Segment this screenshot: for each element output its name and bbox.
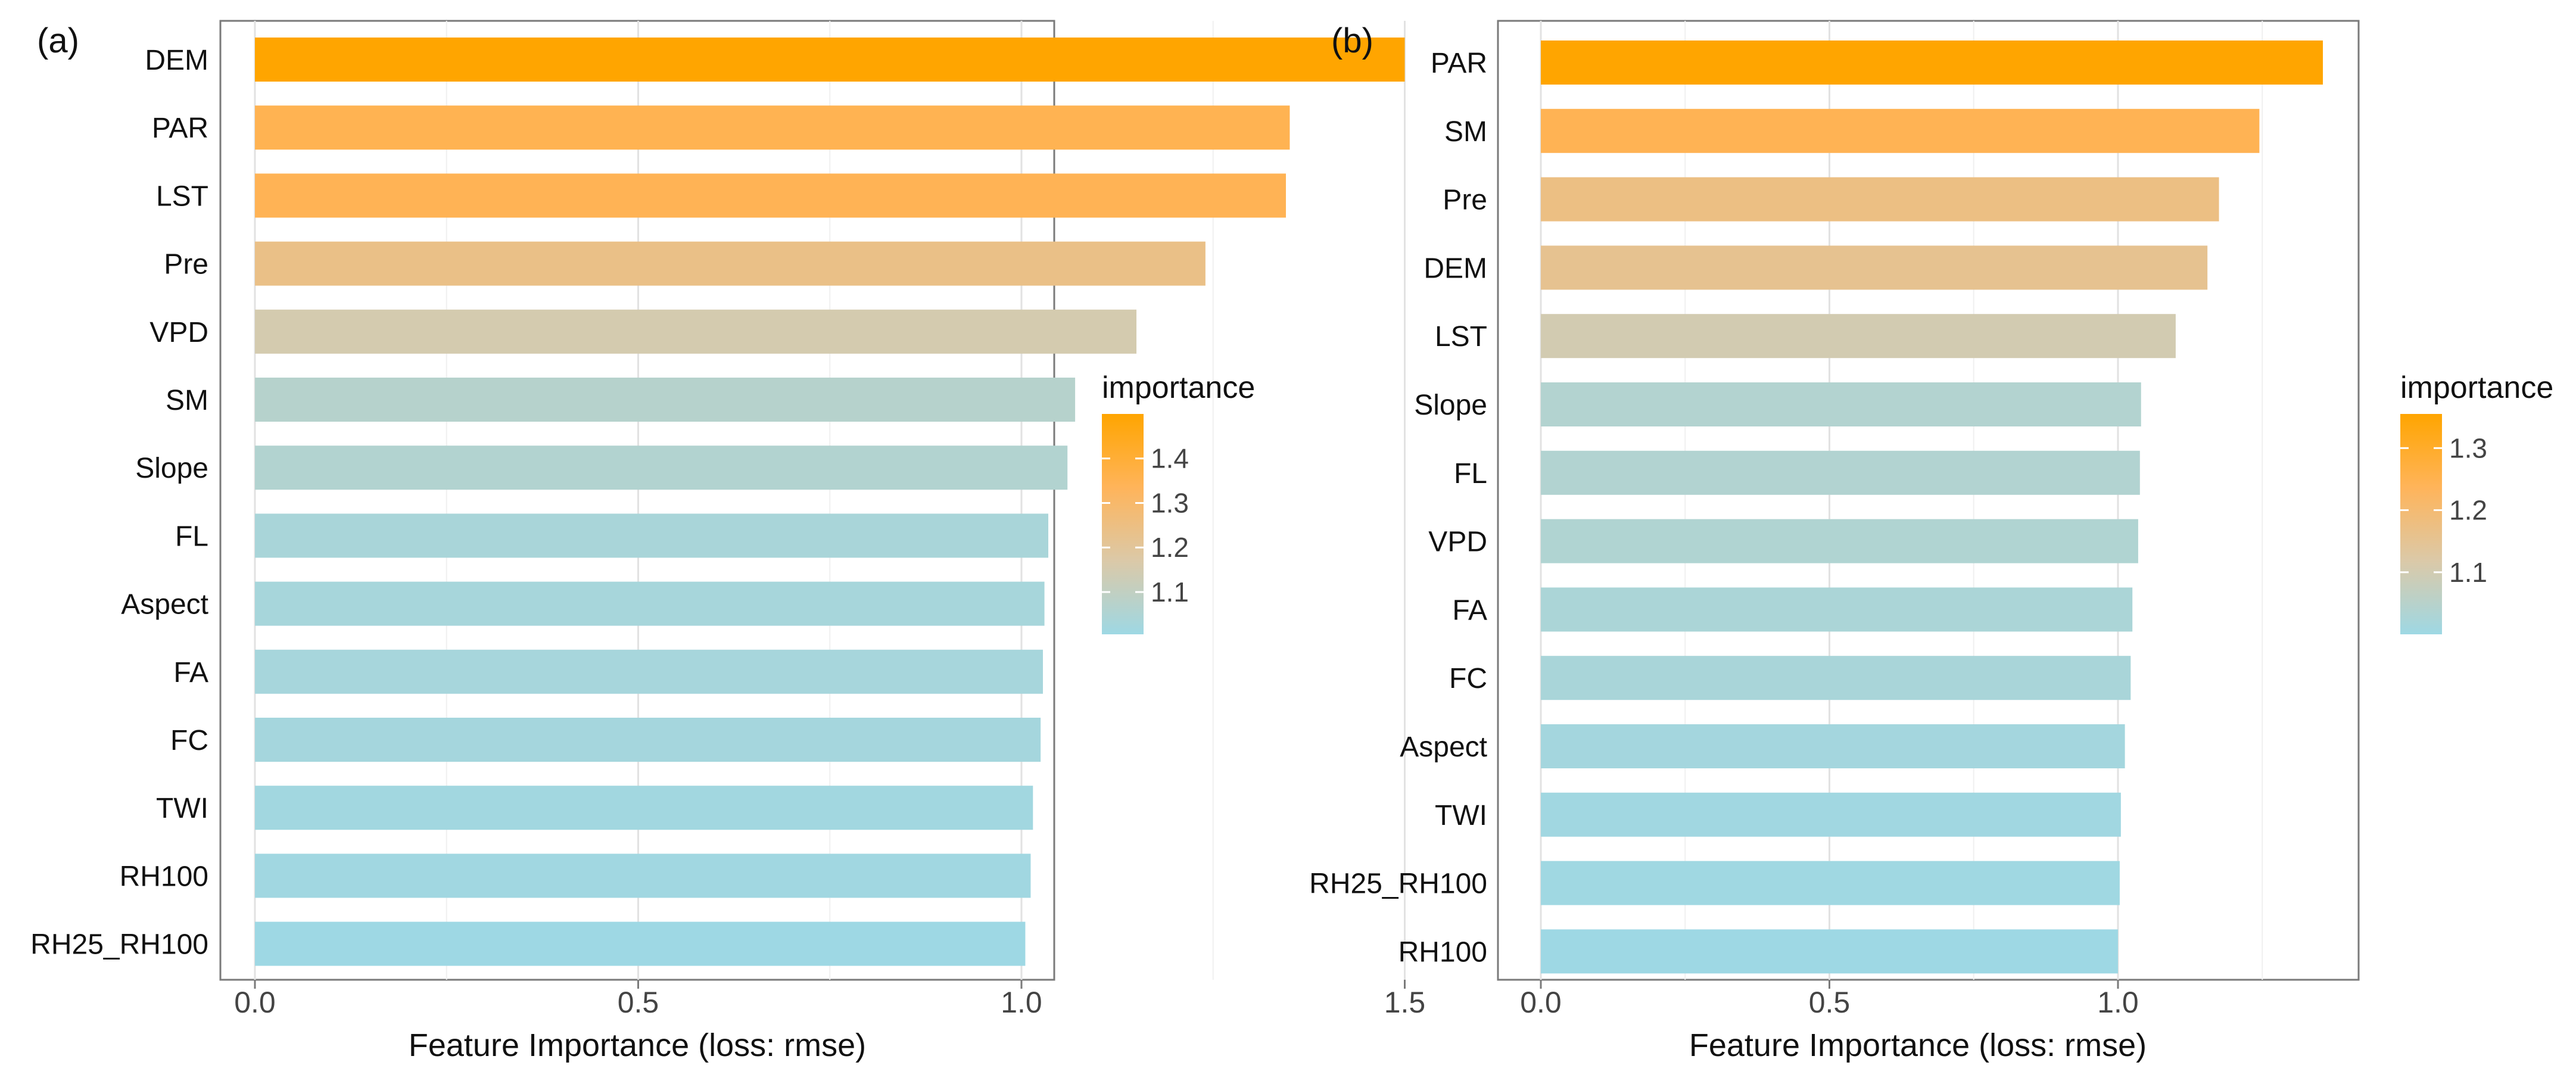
category-label: FL	[175, 521, 208, 552]
category-label: FC	[170, 725, 208, 756]
bar-dem	[255, 38, 1405, 82]
legend-ticks: 1.1 1.2 1.3 1.4	[1102, 443, 1189, 608]
bar-fa	[255, 649, 1044, 694]
legend-tick-label: 1.2	[1151, 532, 1189, 563]
bar-rh100	[1541, 929, 2118, 974]
legend-colorbar	[1102, 414, 1144, 634]
category-label: PAR	[152, 113, 208, 144]
category-label: FA	[1452, 594, 1487, 626]
gridlines	[254, 21, 1406, 980]
bar-aspect	[1541, 724, 2125, 768]
bar-fl	[255, 513, 1049, 558]
legend-tick-label: 1.4	[1151, 443, 1189, 474]
bar-sm	[255, 378, 1076, 422]
bar-fc	[255, 718, 1041, 762]
category-label: Aspect	[121, 589, 208, 621]
bar-fa	[1541, 587, 2133, 632]
x-tick-label: 1.0	[2097, 986, 2139, 1019]
legend-tick-label: 1.2	[2449, 495, 2487, 526]
panel-b: (b) PAR SM Pre DEM LST Slope FL VPD FA FC Aspect TW…	[1309, 20, 2553, 1063]
legend-title: importance	[1102, 370, 1255, 405]
category-label: RH25_RH100	[30, 929, 208, 961]
bar-lst	[255, 173, 1287, 218]
category-label: Pre	[164, 249, 208, 281]
category-labels: PAR SM Pre DEM LST Slope FL VPD FA FC Aspect TWI RH2…	[1309, 48, 1487, 968]
category-label: RH100	[1398, 936, 1487, 968]
plot-frame	[1497, 20, 2360, 981]
bar-slope	[255, 446, 1068, 490]
bar-par	[1541, 41, 2323, 85]
bar-par	[255, 105, 1290, 150]
category-label: VPD	[1428, 527, 1487, 558]
panel-label: (b)	[1331, 21, 1373, 60]
bar-slope	[1541, 382, 2141, 426]
panel-label: (a)	[37, 21, 79, 60]
category-label: FA	[173, 657, 208, 689]
x-tick-label: 0.0	[1520, 986, 1562, 1019]
legend-title: importance	[2400, 370, 2553, 405]
category-label: TWI	[1435, 800, 1487, 831]
bar-twi	[255, 786, 1033, 830]
bar-fc	[1541, 656, 2131, 700]
x-axis-title: Feature Importance (loss: rmse)	[409, 1027, 866, 1063]
category-label: FL	[1454, 458, 1487, 490]
bars	[1541, 41, 2323, 974]
category-label: SM	[1444, 116, 1487, 148]
legend-colorbar	[2400, 414, 2442, 634]
category-label: VPD	[149, 317, 208, 348]
bar-lst	[1541, 314, 2176, 359]
bar-aspect	[255, 581, 1045, 626]
category-labels: DEM PAR LST Pre VPD SM Slope FL Aspect FA FC TWI RH1…	[30, 45, 208, 961]
x-axis-title: Feature Importance (loss: rmse)	[1689, 1027, 2147, 1063]
category-label: RH100	[120, 861, 208, 892]
legend-tick-label: 1.3	[2449, 432, 2487, 463]
bar-vpd	[255, 309, 1137, 354]
x-tick-label: 1.0	[1001, 986, 1042, 1019]
x-tick-label: 0.5	[1809, 986, 1851, 1019]
category-label: SM	[166, 385, 208, 416]
bar-rh25-rh100	[1541, 861, 2120, 905]
bar-pre	[255, 241, 1206, 286]
legend-tick-label: 1.3	[1151, 487, 1189, 518]
category-label: Pre	[1443, 185, 1487, 216]
bar-pre	[1541, 177, 2219, 222]
category-label: PAR	[1431, 48, 1487, 79]
category-label: RH25_RH100	[1309, 868, 1487, 900]
bar-twi	[1541, 792, 2121, 837]
bar-fl	[1541, 450, 2140, 495]
bar-vpd	[1541, 519, 2138, 563]
category-label: LST	[156, 180, 208, 212]
x-tick-label: 1.5	[1384, 986, 1426, 1019]
category-label: LST	[1435, 321, 1487, 353]
bar-dem	[1541, 245, 2208, 290]
x-axis-ticks: 0.0 0.5 1.0 1.5	[234, 980, 1425, 1019]
legend-tick-label: 1.1	[2449, 557, 2487, 588]
category-label: Aspect	[1400, 731, 1487, 763]
category-label: TWI	[156, 793, 208, 824]
x-axis-ticks: 0.0 0.5 1.0	[1520, 980, 2139, 1019]
category-label: DEM	[145, 45, 208, 76]
legend-ticks: 1.1 1.2 1.3	[2400, 432, 2487, 588]
bar-rh25-rh100	[255, 921, 1026, 966]
bar-rh100	[255, 854, 1031, 898]
category-label: DEM	[1424, 253, 1487, 284]
panel-a: (a) DEM PAR LST Pre VPD SM Slope FL Aspect FA FC TW…	[30, 20, 1425, 1063]
x-tick-label: 0.0	[234, 986, 276, 1019]
x-tick-label: 0.5	[618, 986, 659, 1019]
category-label: Slope	[1414, 390, 1487, 421]
bars	[255, 38, 1405, 966]
colorbar-legend: importance 1.1 1.2 1.3 1.4	[1102, 370, 1255, 634]
legend-tick-label: 1.1	[1151, 577, 1189, 608]
category-label: FC	[1449, 663, 1487, 694]
bar-sm	[1541, 108, 2260, 153]
colorbar-legend: importance 1.1 1.2 1.3	[2400, 370, 2553, 634]
category-label: Slope	[135, 453, 208, 484]
